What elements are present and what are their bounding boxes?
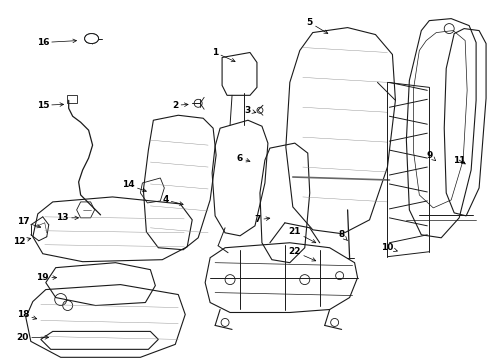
Text: 17: 17 (17, 217, 41, 228)
Text: 21: 21 (289, 227, 316, 243)
Text: 14: 14 (122, 180, 147, 192)
Text: 3: 3 (245, 106, 256, 115)
Text: 8: 8 (339, 230, 347, 241)
Text: 9: 9 (426, 150, 436, 161)
Ellipse shape (85, 33, 98, 44)
Text: 4: 4 (162, 195, 183, 205)
Text: 22: 22 (289, 247, 316, 261)
Text: 5: 5 (307, 18, 328, 33)
Text: 11: 11 (453, 156, 466, 165)
Text: 15: 15 (37, 101, 64, 110)
Text: 12: 12 (13, 237, 31, 246)
Text: 19: 19 (36, 273, 56, 282)
Text: 20: 20 (17, 333, 49, 342)
Text: 16: 16 (37, 38, 76, 47)
Text: 2: 2 (172, 101, 188, 110)
Text: 7: 7 (255, 215, 270, 224)
Ellipse shape (85, 33, 98, 44)
Text: 13: 13 (56, 213, 78, 222)
Text: 1: 1 (212, 48, 235, 62)
Text: 18: 18 (17, 310, 37, 319)
Text: 6: 6 (237, 154, 250, 163)
Text: 10: 10 (381, 243, 397, 252)
